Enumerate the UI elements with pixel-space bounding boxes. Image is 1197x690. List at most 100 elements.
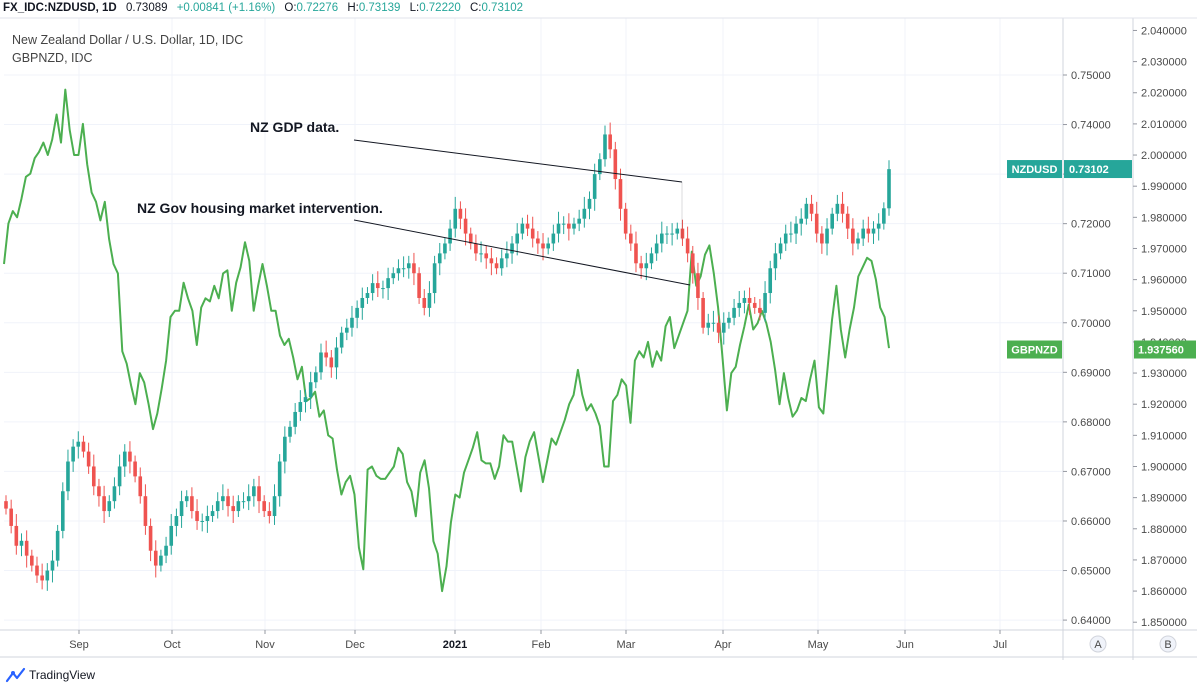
candle-body	[97, 486, 101, 497]
candle-body	[298, 402, 303, 412]
annotation-housing[interactable]: NZ Gov housing market intervention.	[137, 200, 383, 216]
left-axis-label: 0.70000	[1071, 318, 1111, 330]
candle-body	[856, 238, 860, 244]
candle-body	[474, 243, 478, 254]
nzdusd-candles-layer	[4, 122, 891, 591]
tradingview-logo-icon[interactable]	[4, 665, 28, 689]
candle-body	[789, 233, 793, 235]
candle-body	[587, 198, 592, 209]
candle-body	[205, 516, 210, 521]
candle-body	[293, 411, 297, 427]
candle-body	[355, 307, 359, 318]
candle-body	[541, 243, 545, 249]
candle-body	[422, 297, 427, 308]
low-label: L:	[409, 2, 420, 14]
candle-body	[515, 233, 520, 244]
candle-body	[845, 213, 850, 229]
candle-body	[690, 253, 695, 274]
right-axis-label: 2.000000	[1141, 150, 1187, 162]
candle-body	[427, 293, 432, 308]
candle-body	[680, 228, 685, 239]
candle-body	[592, 174, 597, 199]
candle-body	[200, 520, 205, 522]
left-axis-label: 0.65000	[1071, 566, 1111, 578]
candle-body	[174, 516, 179, 526]
candle-body	[453, 208, 458, 229]
right-axis-label: 2.030000	[1141, 57, 1187, 69]
candle-body	[448, 228, 452, 244]
symbol-name[interactable]: FX_IDC:NZDUSD, 1D	[3, 2, 117, 14]
candle-body	[122, 451, 127, 467]
candle-body	[887, 169, 891, 209]
candle-body	[246, 496, 251, 502]
price-tags-layer: NZDUSD 0.73102 GBPNZD 1.937560	[1007, 160, 1196, 359]
left-axis-label: 0.68000	[1071, 417, 1111, 429]
candle-body	[169, 525, 174, 546]
candle-body	[365, 293, 370, 298]
candle-body	[742, 297, 747, 303]
candle-body	[577, 218, 581, 224]
gbpnzd-price-tag	[1134, 340, 1196, 359]
footer	[0, 660, 400, 690]
price-chart[interactable]: NZ GDP data. NZ Gov housing market inter…	[0, 0, 1197, 660]
time-axis-label: 2021	[443, 639, 467, 651]
candle-body	[117, 466, 122, 487]
candle-body	[814, 213, 819, 234]
candle-body	[665, 233, 669, 235]
candle-body	[375, 283, 380, 289]
candle-body	[737, 302, 742, 308]
candle-body	[226, 496, 230, 507]
candle-body	[303, 397, 308, 403]
right-axis-label: 1.910000	[1141, 430, 1187, 442]
candle-body	[102, 496, 106, 512]
right-axis-label: 1.970000	[1141, 243, 1187, 255]
nzdusd-name-label: NZDUSD	[1012, 164, 1058, 176]
candle-body	[623, 208, 628, 234]
close-value: 0.73102	[481, 2, 524, 14]
candle-body	[91, 466, 96, 487]
gbpnzd-name-label: GBPNZD	[1011, 345, 1058, 357]
brand-label[interactable]: TradingView	[29, 668, 96, 682]
open-value: 0.72276	[296, 2, 339, 14]
candle-body	[61, 491, 65, 531]
open-label: O:	[284, 2, 297, 14]
right-axis-label: 1.950000	[1141, 306, 1187, 318]
time-axis-label: Sep	[69, 639, 89, 651]
right-axis-label: 1.880000	[1141, 524, 1187, 536]
candle-body	[148, 525, 153, 551]
left-axis-label: 0.74000	[1071, 120, 1111, 132]
candle-body	[231, 506, 236, 512]
right-axis-label: 1.860000	[1141, 586, 1187, 598]
candle-body	[804, 203, 809, 219]
time-axis-label: Feb	[532, 639, 551, 651]
pane-badge-b	[1159, 635, 1177, 653]
candle-body	[494, 263, 499, 269]
candle-body	[536, 238, 540, 244]
axes-layer: 0.750000.740000.730000.720000.710000.700…	[0, 17, 1197, 660]
candle-body	[112, 486, 117, 502]
candle-body	[133, 461, 137, 477]
candle-body	[267, 511, 272, 517]
nzdusd-price-label: 0.73102	[1069, 164, 1109, 176]
left-axis-label: 0.66000	[1071, 516, 1111, 528]
candle-body	[334, 347, 339, 368]
annotation-gdp[interactable]: NZ GDP data.	[250, 119, 339, 135]
candle-body	[412, 263, 416, 274]
candle-body	[107, 501, 112, 512]
gbpnzd-line	[3, 88, 890, 593]
candle-body	[241, 501, 246, 503]
legend-main-series[interactable]: New Zealand Dollar / U.S. Dollar, 1D, ID…	[12, 33, 244, 47]
right-axis-label: 1.900000	[1141, 461, 1187, 473]
close-label: C:	[469, 2, 482, 14]
candle-body	[86, 451, 91, 467]
candle-body	[499, 258, 504, 269]
candle-body	[659, 233, 664, 244]
nzdusd-price-tag	[1064, 160, 1132, 179]
candle-body	[799, 218, 804, 224]
candle-body	[752, 302, 757, 308]
legend-compare-series[interactable]: GBPNZD, IDC	[12, 51, 93, 65]
candle-body	[556, 223, 561, 234]
candle-body	[732, 307, 736, 318]
candle-body	[520, 223, 525, 234]
candle-body	[45, 570, 50, 581]
